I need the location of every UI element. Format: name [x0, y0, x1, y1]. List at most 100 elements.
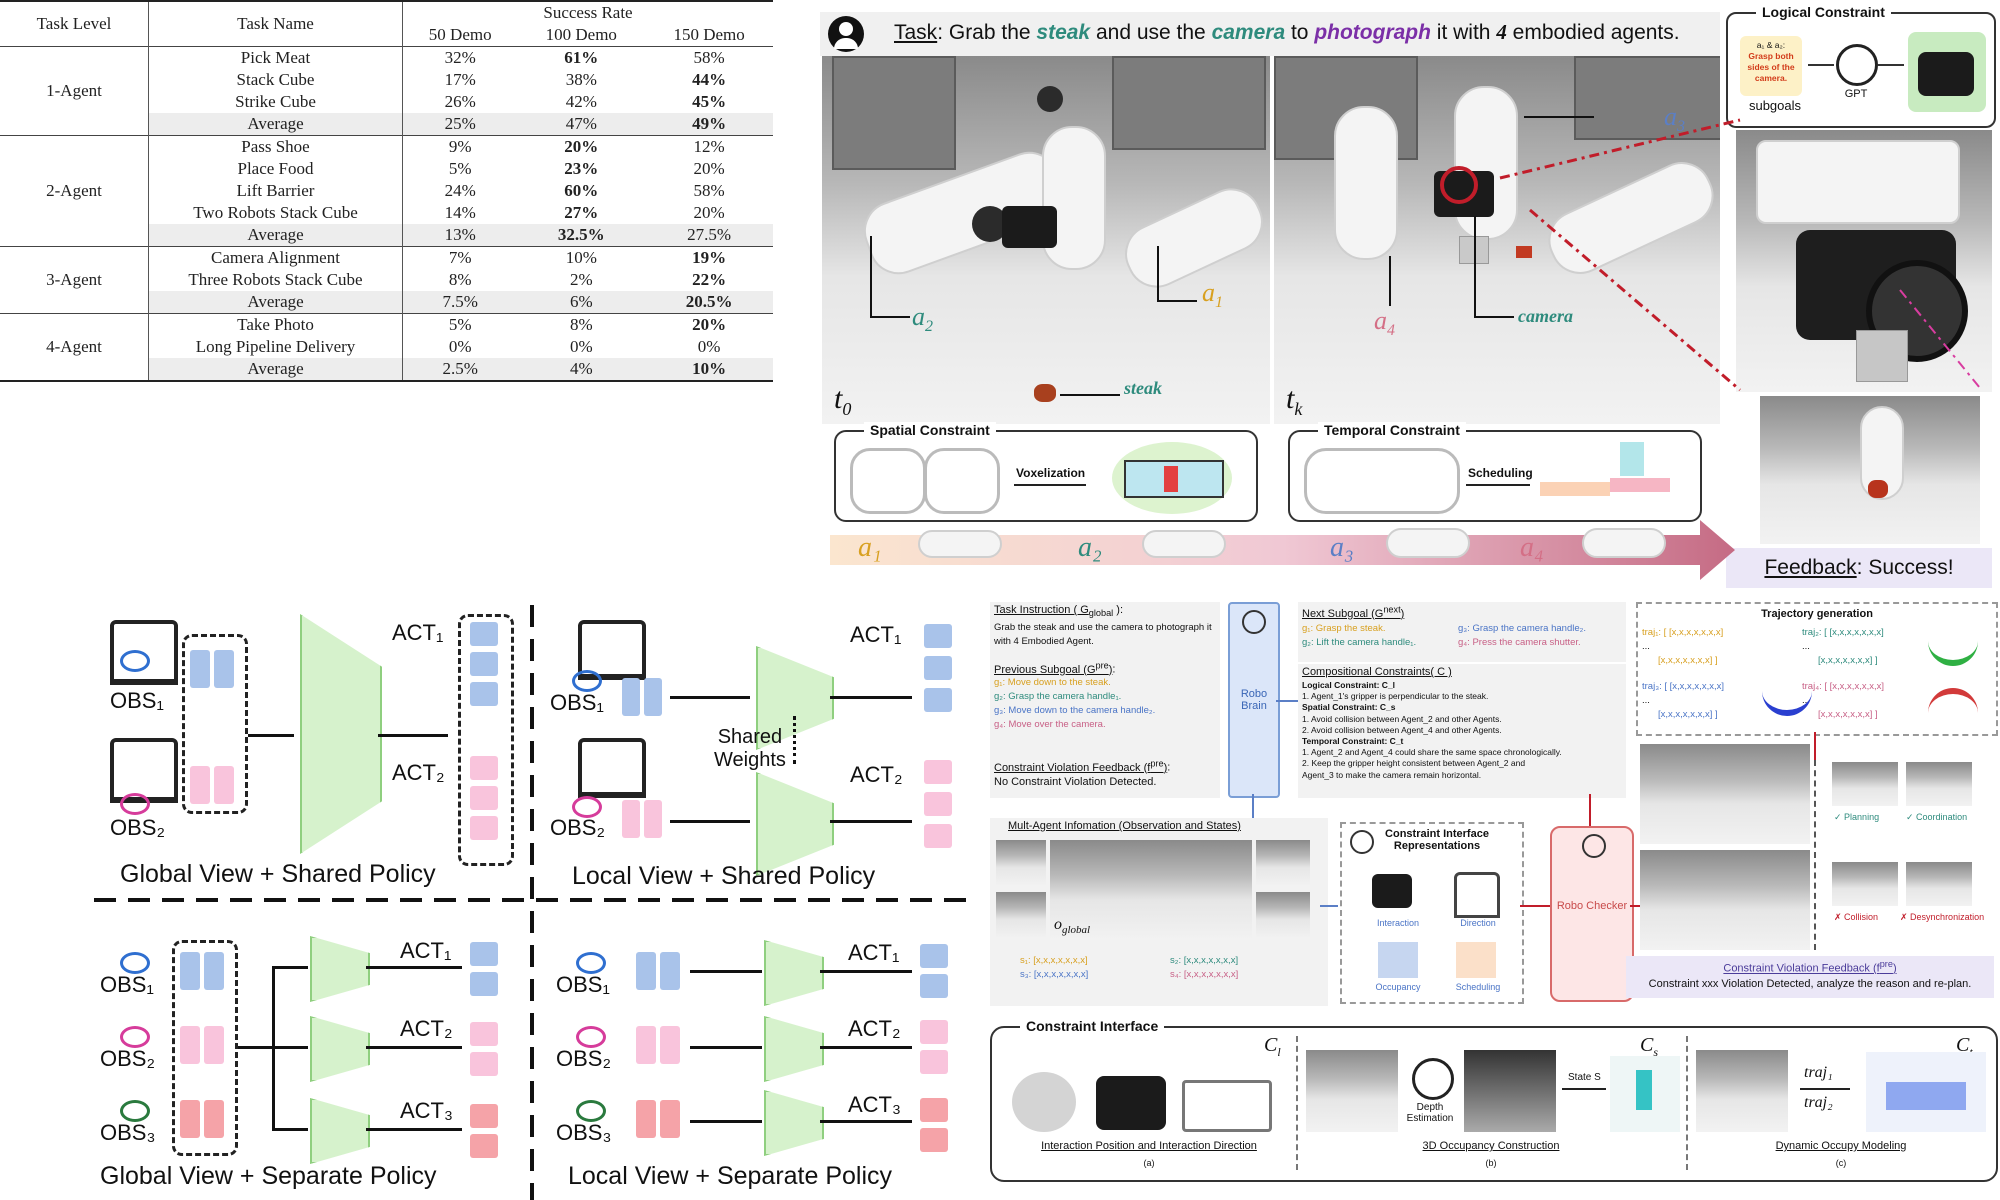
constraint-interface-title: Constraint Interface: [1020, 1018, 1165, 1034]
caption-b: 3D Occupancy Construction: [1422, 1140, 1560, 1152]
success-rate-cell: 5%: [448, 159, 472, 178]
constraint-line: Agent_3 to make the camera remain horizo…: [1302, 769, 1482, 780]
label-tk: tk: [1286, 382, 1303, 419]
success-rate-cell: 32.5%: [517, 224, 646, 247]
scheduling-icon: [1456, 942, 1496, 978]
success-rate-cell: 20.5%: [645, 291, 773, 314]
subgoals-label: subgoals: [1748, 98, 1802, 113]
table-average-row: Average 2.5% 4% 10%: [0, 358, 773, 382]
success-rate-cell: 0%: [697, 337, 721, 356]
success-rate-cell: 0%: [448, 337, 472, 356]
success-rate-cell: 25%: [402, 113, 518, 136]
robot-arm-icon: [924, 448, 1000, 514]
task-name-cell: Stack Cube: [148, 69, 403, 91]
obs2-label: OBS₂: [550, 815, 605, 840]
table-row: 3-Agent Camera Alignment 7% 10% 19%: [0, 246, 773, 314]
caption-c: Dynamic Occupy Modeling: [1775, 1140, 1907, 1152]
eye-icon: [576, 1100, 606, 1122]
gpt-logo-icon: [1582, 834, 1606, 858]
logical-constraint-title: Logical Constraint: [1756, 4, 1891, 20]
label-a3: a3: [1664, 102, 1685, 136]
policy-network-2: [756, 772, 834, 876]
task-level-cell: 4-Agent: [0, 313, 149, 382]
success-rate-cell: 2%: [569, 270, 593, 289]
act1-label: ACT₁: [850, 622, 902, 647]
dynamic-occupancy-plot: [1866, 1052, 1986, 1132]
task-name-cell: Average: [148, 113, 403, 136]
robo-brain-label: Robo Brain: [1240, 688, 1268, 712]
robot-icon: [578, 620, 646, 680]
robo-brain-block: Robo Brain: [1228, 602, 1280, 798]
check-coordination: ✓ Coordination: [1906, 812, 1968, 822]
success-rate-cell: 17%: [444, 70, 476, 89]
success-rate-cell: 7.5%: [402, 291, 518, 314]
task-name-cell: Strike Cube: [148, 91, 403, 113]
voxel-grid-icon: [1112, 442, 1232, 514]
next-subgoal-box: Next Subgoal (Gnext) g₁: Grasp the steak…: [1298, 602, 1626, 662]
policy-divider-h: [94, 898, 974, 902]
success-rate-cell: 42%: [565, 92, 597, 111]
eye-icon: [576, 952, 606, 974]
caption-a: Interaction Position and Interaction Dir…: [1041, 1140, 1257, 1152]
act1-label: ACT₁: [392, 620, 444, 645]
table-body: 1-Agent Pick Meat 32% 61% 58% Stack Cube 17% 38…: [0, 46, 773, 382]
constraint-representations-box: Constraint Interface Representations Int…: [1340, 822, 1524, 1004]
robot-arm-icon: [1454, 872, 1500, 918]
label-a2: a2: [912, 302, 933, 336]
header-success-rate: Success Rate: [543, 3, 633, 22]
robot-arm-icon: [1582, 528, 1666, 558]
constraint-line: 1. Avoid collision between Agent_2 and o…: [1302, 713, 1502, 724]
header-task-name: Task Name: [148, 1, 403, 47]
task-text: Task: Grab the steak and use the camera …: [894, 20, 1680, 44]
header-col-100: 100 Demo: [545, 25, 617, 44]
success-rate-cell: 27.5%: [645, 224, 773, 247]
gpt-logo-icon: [1836, 44, 1878, 86]
eye-icon: [120, 1100, 150, 1122]
scene-t0: a2 a1 steak t0: [822, 56, 1270, 424]
timeline-a2: a₂: [1078, 532, 1102, 563]
task-name-cell: Average: [148, 224, 403, 247]
success-rate-cell: 20%: [693, 159, 725, 178]
robot-icon: [110, 620, 178, 685]
table-row: 1-Agent Pick Meat 32% 61% 58%: [0, 46, 773, 136]
success-rate-cell: 2.5%: [402, 358, 518, 382]
act2-label: ACT₂: [848, 1016, 901, 1041]
spatial-constraint-title: Spatial Constraint: [864, 422, 996, 438]
traj-curve-icon: [1928, 634, 1978, 666]
zoom-connector-lines: [1499, 118, 1981, 392]
previous-subgoal-box: Previous Subgoal (Gpre): g₁: Move down t…: [990, 658, 1220, 756]
occupancy-plot: [1610, 1056, 1680, 1132]
eye-icon: [120, 952, 150, 974]
robot-arms-icon: [1304, 448, 1460, 514]
camera-icon: [1372, 874, 1412, 908]
success-rate-cell: 26%: [444, 92, 476, 111]
success-rate-cell: 10%: [517, 246, 646, 269]
caption-local-shared: Local View + Shared Policy: [572, 862, 876, 890]
label-a4: a4: [1374, 306, 1395, 340]
barrier-icon: [1182, 1080, 1272, 1132]
traj1-label: traj₁: [1804, 1064, 1833, 1081]
success-rate-cell: 10%: [645, 358, 773, 382]
task-level-cell: 2-Agent: [0, 135, 149, 247]
robot-arm-icon: [1386, 528, 1470, 558]
robot-icon: [110, 738, 178, 803]
violation-feedback-box: Constraint Violation Feedback (fpre) Con…: [1626, 956, 1994, 998]
robot-arm-icon: [918, 530, 1002, 558]
steak-object: [1034, 384, 1056, 402]
zoom-image-camera: [1736, 130, 1992, 392]
traj2-label: traj₂: [1804, 1094, 1833, 1111]
check-planning: ✓ Planning: [1834, 812, 1880, 822]
act1-label: ACT₁: [848, 940, 900, 965]
label-steak: steak: [1124, 378, 1162, 398]
task-name-cell: Pick Meat: [148, 46, 403, 69]
obs1-label: OBS₁: [110, 688, 164, 713]
schedule-cubes-icon: [1540, 442, 1690, 514]
obs2-label: OBS₂: [110, 815, 165, 840]
success-rate-cell: 60%: [564, 181, 599, 200]
success-rate-cell: 58%: [645, 46, 773, 69]
task-name-cell: Average: [148, 358, 403, 382]
scheduling-label: Scheduling: [1468, 466, 1533, 480]
camera-object: [1002, 206, 1057, 248]
shared-policy-network: [300, 614, 382, 854]
success-rate-cell: 13%: [402, 224, 518, 247]
